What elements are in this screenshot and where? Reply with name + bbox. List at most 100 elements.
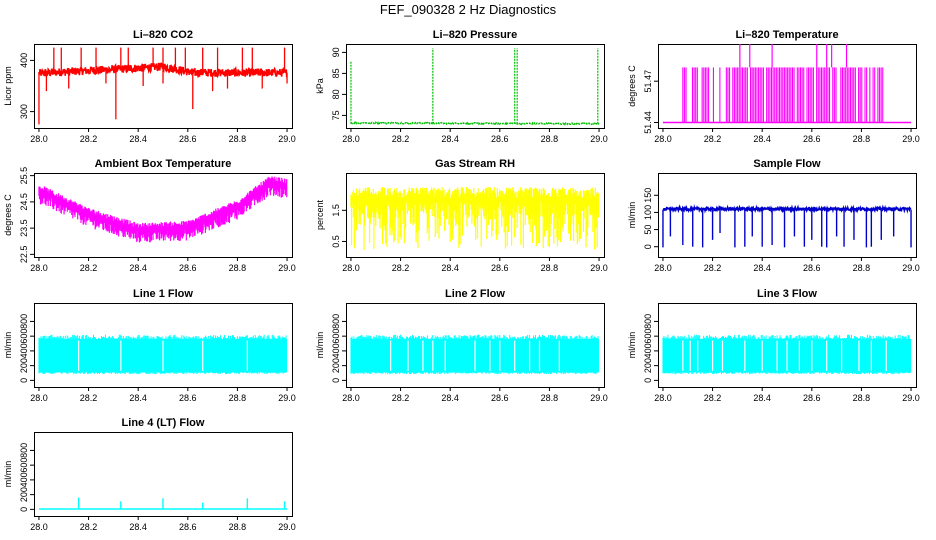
figure-title: FEF_090328 2 Hz Diagnostics bbox=[379, 2, 557, 17]
x-tick-label: 28.6 bbox=[179, 263, 197, 273]
panel-title: Li–820 Pressure bbox=[433, 29, 517, 41]
y-tick-label: 50 bbox=[643, 225, 653, 235]
data-line bbox=[662, 204, 912, 214]
x-tick-label: 29.0 bbox=[590, 134, 608, 144]
panel-press: Li–820 Pressure kPa 28.0 28.2 28.4 28.6 28.8 29… bbox=[315, 29, 608, 144]
x-tick-label: 28.2 bbox=[392, 393, 410, 403]
x-tick-label: 28.0 bbox=[342, 134, 360, 144]
y-tick-label: 800 bbox=[331, 314, 341, 329]
x-tick-label: 28.8 bbox=[853, 393, 871, 403]
y-tick-label: 200 bbox=[643, 358, 653, 373]
y-axis-label: kPa bbox=[315, 78, 325, 94]
x-tick-label: 28.8 bbox=[229, 134, 247, 144]
x-tick-label: 28.6 bbox=[491, 393, 509, 403]
panel-title: Li–820 Temperature bbox=[735, 29, 838, 41]
x-tick-label: 28.2 bbox=[704, 263, 722, 273]
x-tick-label: 28.2 bbox=[80, 263, 98, 273]
x-tick-label: 28.4 bbox=[753, 263, 771, 273]
x-tick-label: 28.0 bbox=[654, 393, 672, 403]
x-tick-label: 28.4 bbox=[129, 522, 147, 532]
x-tick-label: 29.0 bbox=[902, 263, 920, 273]
x-tick-label: 28.0 bbox=[342, 263, 360, 273]
panel-title: Sample Flow bbox=[753, 158, 821, 170]
x-tick-label: 28.6 bbox=[803, 393, 821, 403]
x-tick-label: 28.8 bbox=[853, 134, 871, 144]
x-tick-label: 28.4 bbox=[441, 393, 459, 403]
y-axis-label: ml/min bbox=[3, 332, 13, 359]
x-tick-label: 28.8 bbox=[229, 393, 247, 403]
x-tick-label: 28.2 bbox=[80, 393, 98, 403]
panel-l1: Line 1 Flow ml/min 28.0 28.2 28.4 28.6 28.8 29.… bbox=[3, 288, 296, 403]
x-tick-label: 28.6 bbox=[803, 263, 821, 273]
y-tick-label: 800 bbox=[19, 314, 29, 329]
y-tick-label: 51.44 bbox=[643, 111, 653, 134]
x-tick-label: 28.0 bbox=[654, 134, 672, 144]
x-tick-label: 28.2 bbox=[392, 134, 410, 144]
y-tick-label: 22.5 bbox=[19, 246, 29, 264]
y-tick-label: 400 bbox=[19, 53, 29, 68]
x-tick-label: 29.0 bbox=[278, 134, 296, 144]
y-tick-label: 0 bbox=[19, 378, 29, 383]
y-tick-label: 600 bbox=[19, 329, 29, 344]
x-tick-label: 28.0 bbox=[342, 393, 360, 403]
y-tick-label: 600 bbox=[19, 458, 29, 473]
plot-frame bbox=[34, 173, 293, 258]
y-axis-label: ml/min bbox=[3, 461, 13, 488]
y-tick-label: 1.5 bbox=[331, 204, 341, 217]
y-tick-label: 800 bbox=[19, 443, 29, 458]
y-tick-label: 0 bbox=[643, 378, 653, 383]
y-tick-label: 0.5 bbox=[331, 235, 341, 248]
panel-title: Line 3 Flow bbox=[757, 288, 817, 300]
y-axis-label: ml/min bbox=[627, 332, 637, 359]
x-tick-label: 28.6 bbox=[179, 393, 197, 403]
x-tick-label: 28.0 bbox=[30, 393, 48, 403]
y-tick-label: 400 bbox=[19, 472, 29, 487]
x-tick-label: 28.8 bbox=[853, 263, 871, 273]
y-tick-label: 400 bbox=[643, 343, 653, 358]
panel-title: Li–820 CO2 bbox=[133, 29, 193, 41]
y-tick-label: 0 bbox=[19, 507, 29, 512]
panel-title: Line 2 Flow bbox=[445, 288, 505, 300]
x-tick-label: 29.0 bbox=[278, 522, 296, 532]
x-tick-label: 29.0 bbox=[590, 393, 608, 403]
x-tick-label: 28.6 bbox=[179, 522, 197, 532]
x-tick-label: 28.8 bbox=[229, 522, 247, 532]
panel-sflow: Sample Flow ml/min 28.0 28.2 28.4 28.6 28.8 29.… bbox=[627, 158, 920, 273]
x-tick-label: 28.2 bbox=[704, 393, 722, 403]
plot-frame bbox=[658, 173, 917, 258]
y-tick-label: 100 bbox=[643, 205, 653, 220]
x-tick-label: 28.0 bbox=[30, 263, 48, 273]
x-tick-label: 28.2 bbox=[392, 263, 410, 273]
y-tick-label: 600 bbox=[331, 329, 341, 344]
data-line bbox=[351, 121, 600, 126]
plot-frame bbox=[346, 303, 605, 388]
panel-rh: Gas Stream RH percent 28.0 28.2 28.4 28.6 28.8… bbox=[315, 158, 608, 273]
panel-title: Line 4 (LT) Flow bbox=[122, 417, 205, 429]
panel-title: Line 1 Flow bbox=[133, 288, 193, 300]
plot-frame bbox=[34, 44, 293, 129]
x-tick-label: 29.0 bbox=[278, 393, 296, 403]
x-tick-label: 28.4 bbox=[129, 393, 147, 403]
x-tick-label: 28.2 bbox=[80, 522, 98, 532]
y-axis-label: Licor ppm bbox=[3, 66, 13, 106]
y-tick-label: 200 bbox=[19, 358, 29, 373]
y-tick-label: 300 bbox=[19, 104, 29, 119]
y-tick-label: 85 bbox=[331, 68, 341, 78]
y-axis-label: degrees C bbox=[3, 194, 13, 236]
y-tick-label: 24.5 bbox=[19, 193, 29, 211]
panel-abox: Ambient Box Temperature degrees C 28.0 28.2… bbox=[3, 158, 296, 273]
y-tick-label: 51.47 bbox=[643, 70, 653, 93]
x-tick-label: 28.0 bbox=[654, 263, 672, 273]
x-tick-label: 28.8 bbox=[541, 263, 559, 273]
y-tick-label: 90 bbox=[331, 47, 341, 57]
plot-frame bbox=[346, 44, 605, 129]
y-tick-label: 25.5 bbox=[19, 167, 29, 185]
x-tick-label: 28.6 bbox=[179, 134, 197, 144]
x-tick-label: 29.0 bbox=[278, 263, 296, 273]
plot-frame bbox=[346, 173, 605, 258]
x-tick-label: 28.4 bbox=[753, 134, 771, 144]
plot-frame bbox=[658, 44, 917, 129]
x-tick-label: 28.2 bbox=[704, 134, 722, 144]
y-tick-label: 23.5 bbox=[19, 219, 29, 237]
panel-l4: Line 4 (LT) Flow ml/min 28.0 28.2 28.4 28.6 28… bbox=[3, 417, 296, 532]
